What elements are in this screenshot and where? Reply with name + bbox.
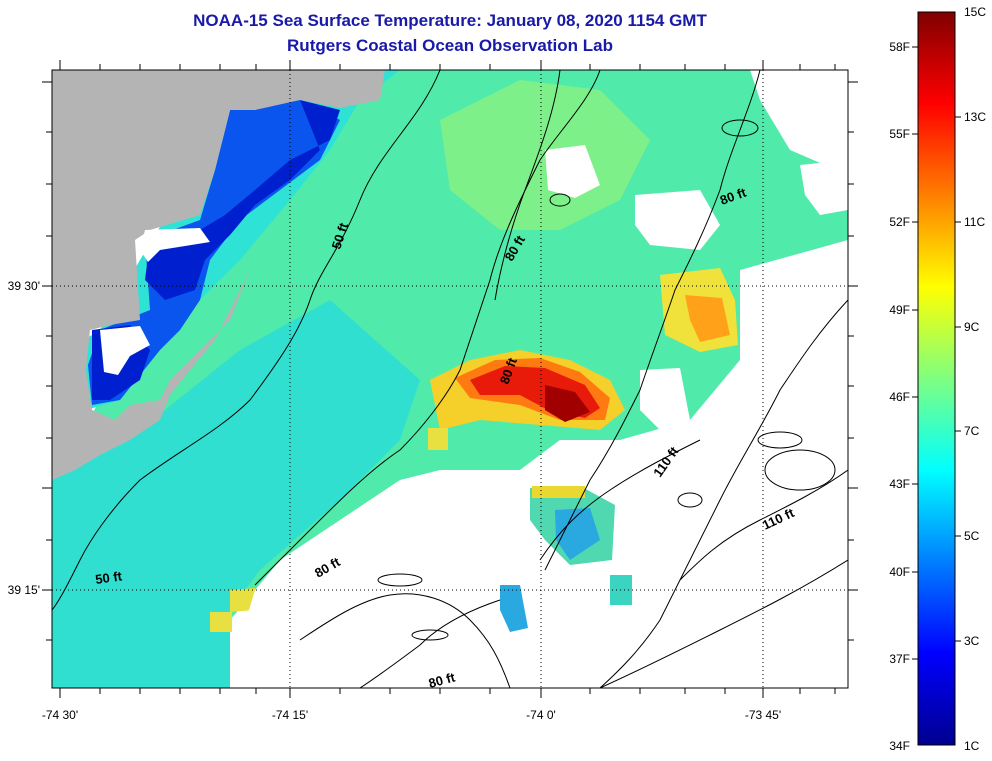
colorbar-f-label: 34F — [889, 739, 910, 753]
colorbar-f-label: 49F — [889, 303, 910, 317]
colorbar-f-label: 55F — [889, 127, 910, 141]
cloud-patch-3 — [800, 160, 848, 215]
sst-patch-south-2-top — [500, 585, 528, 632]
x-tick-label-1: -74 30' — [42, 708, 78, 722]
colorbar-c-label: 3C — [964, 634, 980, 648]
sst-field-darkred-core — [545, 385, 590, 422]
colorbar-c-label: 11C — [964, 215, 985, 229]
colorbar-ticks — [912, 46, 961, 660]
land-white-shoreline-2 — [100, 326, 150, 375]
cold-water-inner — [145, 100, 340, 300]
cloud-patch-4 — [640, 368, 690, 430]
colorbar-f-label: 58F — [889, 40, 910, 54]
sst-patch-south-1-blue-top — [555, 508, 600, 560]
colorbar-c-label: 1C — [964, 739, 980, 753]
land-white-shoreline-1 — [140, 228, 210, 262]
lat-lon-grid — [52, 70, 848, 688]
colorbar-f-label: 37F — [889, 652, 910, 666]
sst-field-orange-east — [685, 295, 730, 342]
land-mainland — [52, 70, 385, 480]
contour-label-50ft-south: 50 ft — [94, 568, 123, 587]
y-tick-label-2: 39 15' — [8, 583, 40, 597]
colorbar-f-label: 43F — [889, 477, 910, 491]
colorbar-c-label: 13C — [964, 110, 986, 124]
y-tick-label-1: 39 30' — [8, 279, 40, 293]
map-ticks — [42, 60, 858, 698]
cloud-patch-2 — [635, 190, 720, 250]
colorbar-f-label: 52F — [889, 215, 910, 229]
map-subtitle: Rutgers Coastal Ocean Observation Lab — [287, 36, 613, 55]
sst-field-green — [440, 80, 650, 230]
sst-patch-yellow-sw-top — [428, 428, 448, 450]
x-tick-label-4: -73 45' — [745, 708, 781, 722]
colorbar-c-label: 7C — [964, 424, 980, 438]
bathymetry-contours — [52, 70, 848, 688]
sst-patch-south-1-yellow-top — [532, 486, 585, 498]
contour-label-80ft-south: 80 ft — [427, 669, 457, 691]
colorbar-f-label: 46F — [889, 390, 910, 404]
sst-field-cyan-south — [52, 300, 420, 688]
colorbar-c-label: 5C — [964, 529, 980, 543]
map-frame — [51, 69, 849, 689]
colorbar — [917, 11, 956, 746]
x-tick-label-2: -74 15' — [272, 708, 308, 722]
cloud-patch-1 — [545, 145, 600, 198]
sst-patch-sw-yellow — [210, 588, 255, 632]
colorbar-c-label: 9C — [964, 320, 980, 334]
map-title: NOAA-15 Sea Surface Temperature: January… — [193, 11, 707, 30]
x-tick-label-3: -74 0' — [526, 708, 556, 722]
colorbar-c-label: 15C — [964, 5, 986, 19]
colorbar-f-label: 40F — [889, 565, 910, 579]
